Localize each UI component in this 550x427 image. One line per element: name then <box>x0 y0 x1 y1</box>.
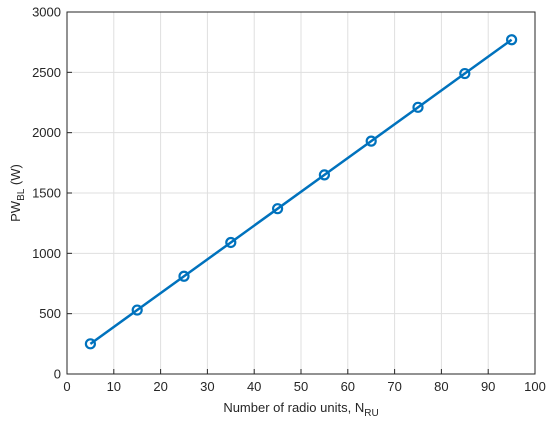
marker <box>272 203 284 215</box>
marker <box>506 34 518 46</box>
x-tick-label: 40 <box>247 379 261 394</box>
marker <box>365 135 377 147</box>
x-tick-label: 50 <box>294 379 308 394</box>
y-axis-label-suffix: (W) <box>8 164 23 189</box>
marker <box>225 236 237 249</box>
x-tick-label: 70 <box>387 379 401 394</box>
x-tick-label: 90 <box>481 379 495 394</box>
x-tick-label: 30 <box>200 379 214 394</box>
y-tick-label: 0 <box>54 367 61 382</box>
y-tick-label: 500 <box>39 306 61 321</box>
x-axis-label: Number of radio units, NRU <box>223 400 378 419</box>
marker <box>412 101 424 113</box>
marker <box>131 304 143 316</box>
y-tick-label: 3000 <box>32 5 61 20</box>
x-tick-label: 0 <box>63 379 70 394</box>
x-tick-label: 20 <box>153 379 167 394</box>
marker <box>459 67 471 80</box>
y-axis-label: PWBL (W) <box>8 164 27 222</box>
marker <box>178 270 190 282</box>
x-tick-label: 10 <box>107 379 121 394</box>
y-axis-label-subscript: BL <box>16 188 27 201</box>
y-tick-label: 1000 <box>32 246 61 261</box>
marker <box>84 338 97 350</box>
x-tick-label: 80 <box>434 379 448 394</box>
x-tick-label: 100 <box>524 379 546 394</box>
y-tick-label: 2500 <box>32 65 61 80</box>
plot <box>84 34 518 350</box>
x-axis-label-main: Number of radio units, N <box>223 400 364 415</box>
line <box>89 38 513 345</box>
x-axis-label-subscript: RU <box>364 408 378 419</box>
y-tick-label: 1500 <box>32 186 61 201</box>
y-axis-label-main: PW <box>8 200 23 222</box>
y-tick-label: 2000 <box>32 125 61 140</box>
plot-frame <box>66 11 536 375</box>
x-tick-label: 60 <box>341 379 355 394</box>
marker <box>318 169 330 181</box>
